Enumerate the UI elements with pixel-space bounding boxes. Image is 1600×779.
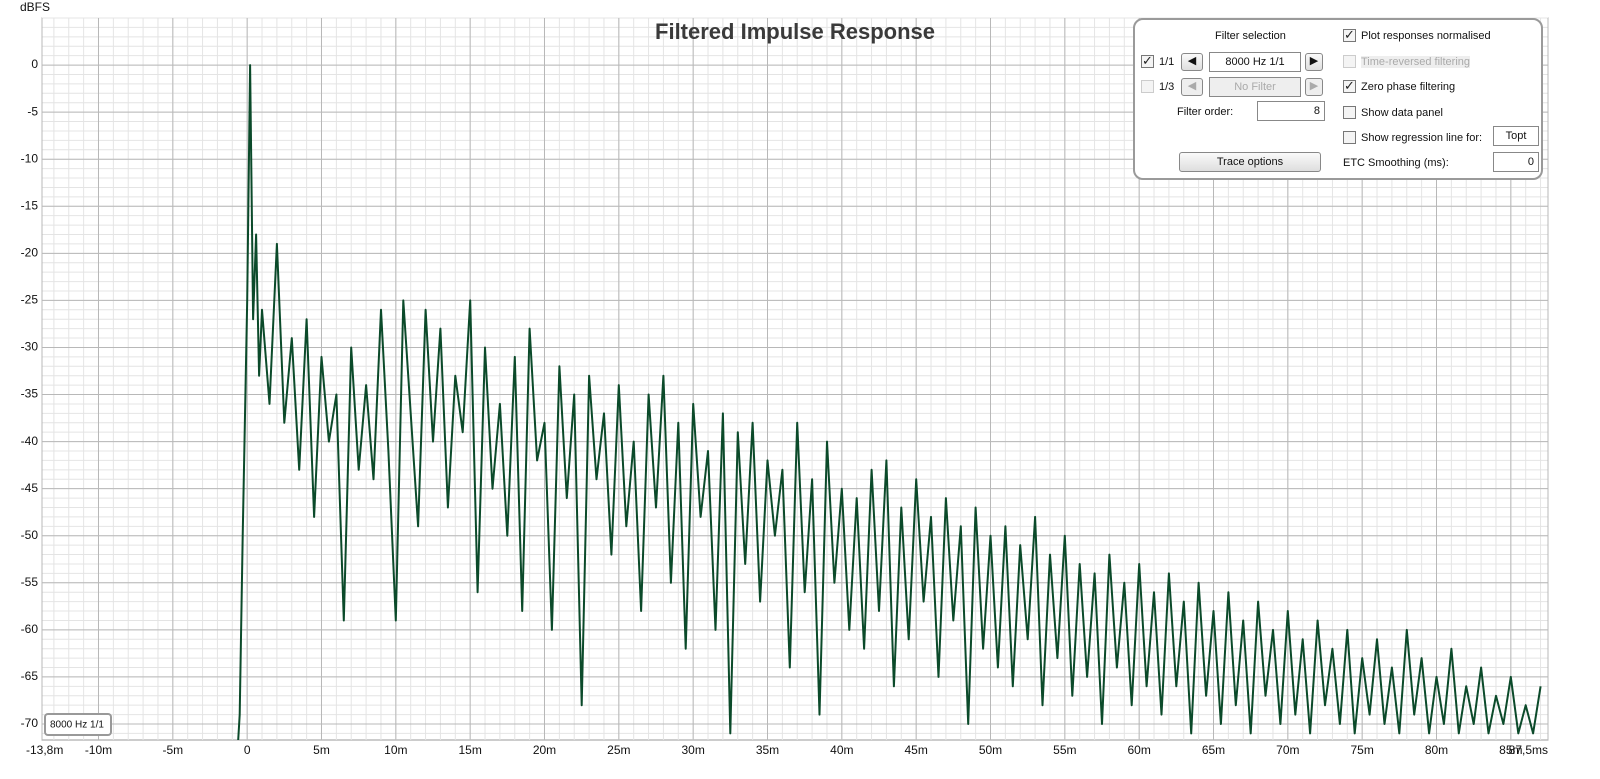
y-tick-label: -30 (21, 340, 39, 354)
checkbox[interactable] (1141, 80, 1154, 93)
x-tick-label: -13,8m (26, 743, 63, 757)
x-tick-label: 40m (830, 743, 853, 757)
filter-dropdown[interactable]: No Filter (1209, 77, 1301, 97)
checkbox[interactable]: ✓ (1343, 27, 1356, 42)
option-label: Time-reversed filtering (1361, 55, 1471, 68)
panel-title: Filter selection (1215, 30, 1286, 42)
x-tick-label: 20m (533, 743, 556, 757)
legend-label: 8000 Hz 1/1 (50, 720, 104, 731)
y-tick-label: -70 (21, 716, 39, 730)
x-tick-label: 55m (1053, 743, 1076, 757)
option-label: Show data panel (1361, 106, 1443, 119)
x-tick-label: 50m (979, 743, 1002, 757)
x-tick-label: -5m (162, 743, 183, 757)
x-tick-label: 5m (313, 743, 330, 757)
checkbox[interactable] (1343, 105, 1356, 119)
y-axis-label: dBFS (20, 0, 50, 14)
y-tick-label: 0 (31, 57, 38, 71)
option-label: Show regression line for: (1361, 132, 1483, 144)
order-dropdown[interactable]: 8 (1257, 101, 1325, 121)
x-tick-label: 10m (384, 743, 407, 757)
chart-title: Filtered Impulse Response (655, 19, 935, 44)
x-tick-label: 80m (1425, 743, 1448, 757)
filter-panel: Filter selection ✓ 1/1 ◀ 8000 Hz 1/1 ▶ 1… (1133, 18, 1543, 180)
y-tick-label: -60 (21, 622, 39, 636)
regression-dropdown[interactable]: Topt (1493, 126, 1539, 146)
y-tick-label: -20 (21, 246, 39, 260)
smoothing-input[interactable]: 0 (1493, 152, 1539, 172)
option-label: Plot responses normalised (1361, 30, 1491, 42)
x-tick-label: 75m (1350, 743, 1373, 757)
y-tick-label: -25 (21, 293, 39, 307)
row-label: 1/3 (1159, 81, 1175, 93)
x-tick-label: 87,5ms (1509, 743, 1548, 757)
x-tick-label: -10m (85, 743, 112, 757)
prev-button[interactable]: ◀ (1181, 53, 1203, 71)
y-tick-label: -55 (21, 575, 39, 589)
checkbox[interactable]: ✓ (1141, 53, 1154, 68)
next-button[interactable]: ▶ (1305, 78, 1323, 96)
order-label: Filter order: (1177, 106, 1234, 118)
legend-box (44, 713, 112, 736)
x-tick-label: 45m (904, 743, 927, 757)
x-tick-label: 25m (607, 743, 630, 757)
x-tick-label: 70m (1276, 743, 1299, 757)
y-tick-label: -15 (21, 198, 39, 212)
y-tick-label: -45 (21, 481, 39, 495)
x-tick-label: 35m (756, 743, 779, 757)
checkbox[interactable] (1343, 54, 1356, 68)
x-tick-label: 15m (458, 743, 481, 757)
y-tick-label: -40 (21, 434, 39, 448)
prev-button[interactable]: ◀ (1181, 78, 1203, 96)
filter-dropdown[interactable]: 8000 Hz 1/1 (1209, 52, 1301, 72)
option-label: Zero phase filtering (1361, 81, 1456, 93)
checkbox[interactable]: ✓ (1343, 78, 1356, 93)
next-button[interactable]: ▶ (1305, 53, 1323, 71)
y-tick-label: -10 (21, 151, 39, 165)
data-line (237, 64, 1542, 741)
y-tick-label: -5 (27, 104, 38, 118)
row-label: 1/1 (1159, 56, 1175, 68)
y-tick-label: -35 (21, 387, 39, 401)
x-tick-label: 30m (681, 743, 704, 757)
checkbox[interactable] (1343, 131, 1356, 144)
smoothing-label: ETC Smoothing (ms): (1343, 157, 1449, 169)
x-tick-label: 65m (1202, 743, 1225, 757)
x-tick-label: 85m (1499, 743, 1522, 757)
trace-options-button[interactable]: Trace options (1179, 152, 1321, 172)
x-tick-label: 60m (1127, 743, 1150, 757)
y-tick-label: -65 (21, 669, 39, 683)
x-tick-label: 0 (244, 743, 251, 757)
y-tick-label: -50 (21, 528, 39, 542)
